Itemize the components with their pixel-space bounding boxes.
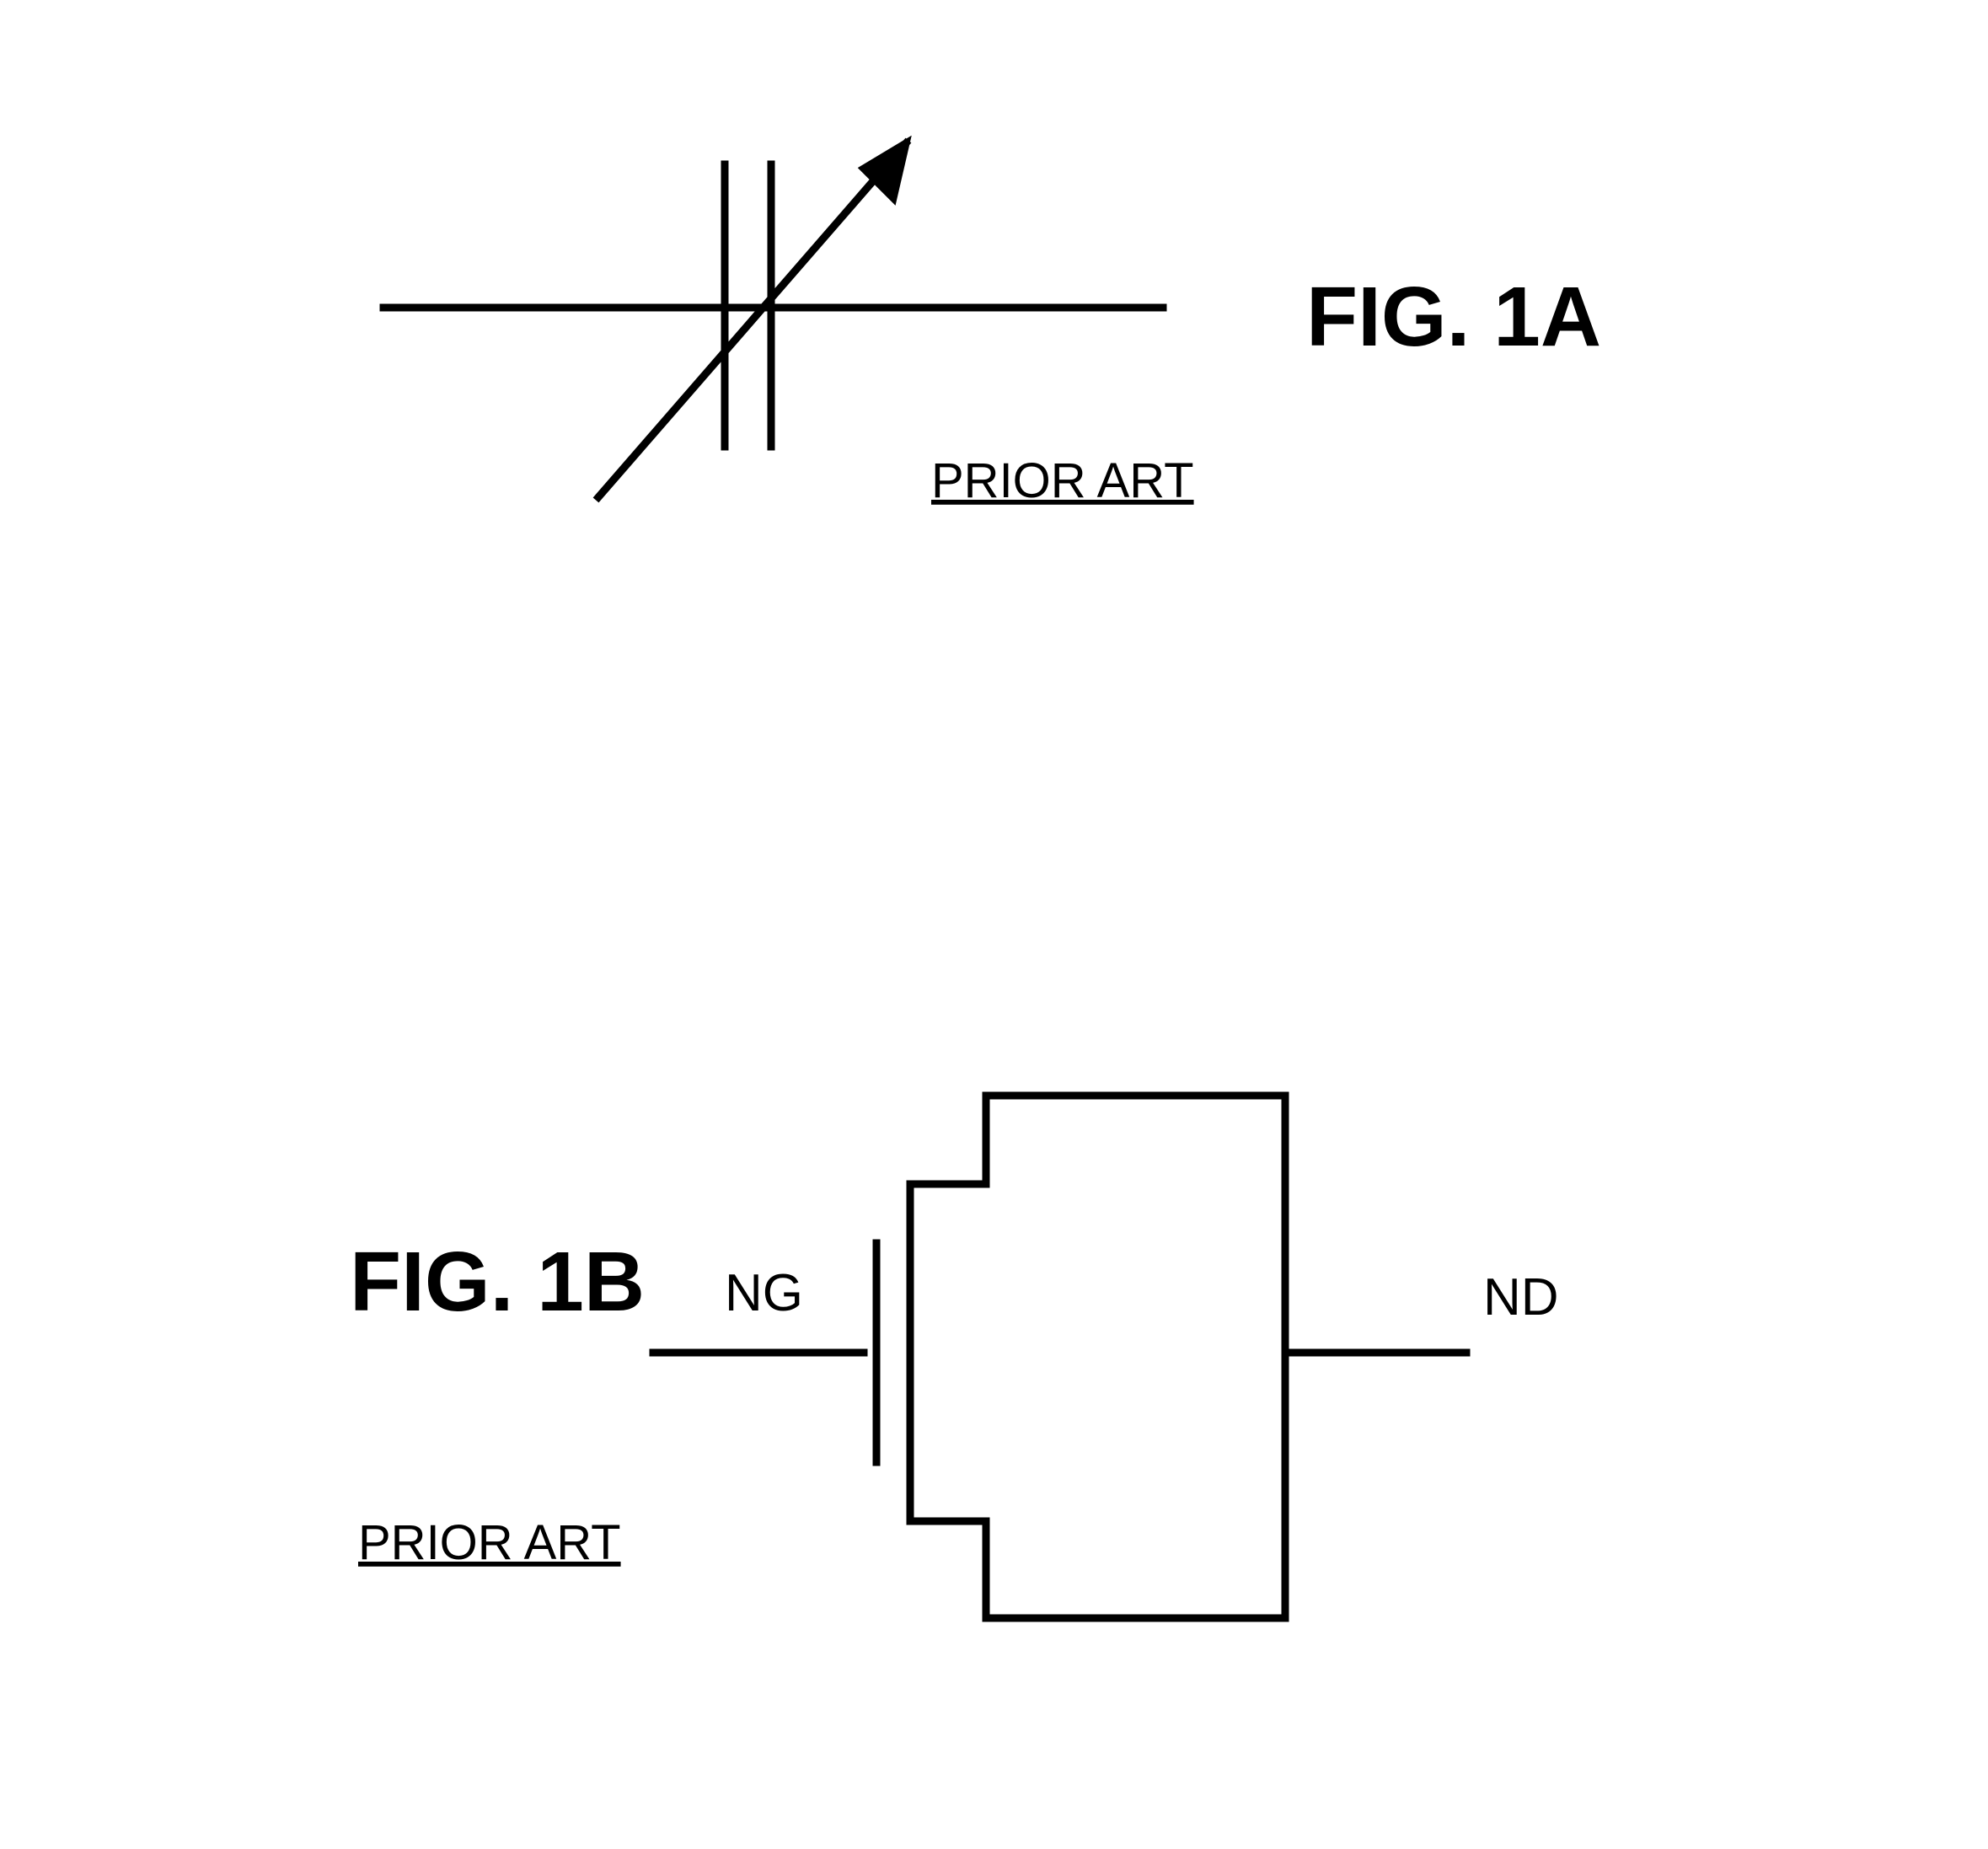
fig-1a: FIG. 1A PRIOR ART [383,143,1601,508]
label-nd: ND [1483,1268,1559,1326]
fig-1a-title: FIG. 1A [1306,270,1601,364]
fig-1a-prior-art: PRIOR ART [931,453,1194,508]
varcap-arrow-shaft [598,143,906,497]
fig-1b: FIG. 1B PRIOR ART NG ND [350,1096,1559,1618]
patent-figure-sheet: FIG. 1A PRIOR ART FIG. 1B PRIOR ART NG N… [0,0,1988,1849]
fig-1b-prior-art: PRIOR ART [358,1515,621,1570]
mos-body-outline [910,1096,1285,1618]
label-ng: NG [725,1264,803,1322]
fig-1b-title: FIG. 1B [350,1235,645,1329]
